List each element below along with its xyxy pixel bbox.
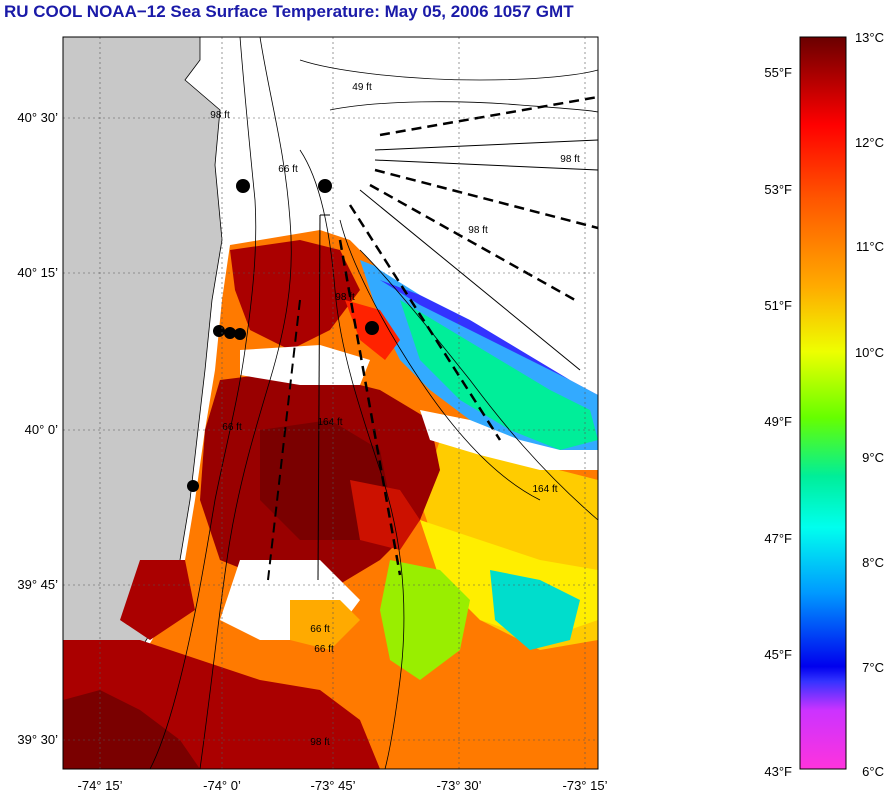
depth-contour-label: 98 ft	[560, 154, 580, 165]
latitude-labels: 39° 30’ 39° 45’ 40° 0’ 40° 15’ 40° 30’	[17, 110, 58, 747]
colorbar-celsius-label: 12°C	[855, 135, 884, 150]
transect-lines	[267, 95, 598, 581]
colorbar-celsius-label: 7°C	[862, 660, 884, 675]
longitude-tick-label: -73° 45’	[311, 778, 356, 793]
colorbar-celsius-label: 6°C	[862, 764, 884, 779]
latitude-tick-label: 40° 30’	[17, 110, 58, 125]
latitude-tick-label: 40° 15’	[17, 265, 58, 280]
colorbar-fahrenheit-label: 51°F	[764, 298, 792, 313]
longitude-tick-label: -73° 15’	[563, 778, 608, 793]
longitude-tick-label: -73° 30’	[437, 778, 482, 793]
depth-contour-label: 66 ft	[314, 644, 334, 655]
colorbar-celsius-labels: 13°C 12°C 11°C 10°C 9°C 8°C 7°C 6°C	[855, 30, 884, 779]
depth-contour-label: 98 ft	[310, 737, 330, 748]
depth-contour-label: 164 ft	[532, 484, 557, 495]
station-marker	[365, 321, 379, 335]
depth-contour-label: 98 ft	[210, 110, 230, 121]
map-title: RU COOL NOAA−12 Sea Surface Temperature:…	[4, 2, 574, 21]
longitude-labels: -74° 15’ -74° 0’ -73° 45’ -73° 30’ -73° 15’	[78, 778, 608, 793]
contour-labels: 49 ft 98 ft 98 ft 66 ft 98 ft 98 ft 164 ft 66 f…	[210, 82, 580, 748]
station-marker	[236, 179, 250, 193]
colorbar-fahrenheit-label: 47°F	[764, 531, 792, 546]
depth-contour-label: 164 ft	[317, 417, 342, 428]
station-marker	[318, 179, 332, 193]
colorbar-celsius-label: 13°C	[855, 30, 884, 45]
station-marker	[234, 328, 246, 340]
station-markers	[187, 179, 379, 492]
colorbar-celsius-label: 8°C	[862, 555, 884, 570]
depth-contour-label: 66 ft	[222, 422, 242, 433]
depth-contour-label: 49 ft	[352, 82, 372, 93]
colorbar-fahrenheit-label: 49°F	[764, 414, 792, 429]
colorbar-fahrenheit-labels: 55°F 53°F 51°F 49°F 47°F 45°F 43°F	[764, 65, 792, 779]
depth-contour-label: 66 ft	[310, 624, 330, 635]
map-frame	[62, 36, 599, 770]
grid-lines	[63, 37, 598, 769]
colorbar-celsius-label: 9°C	[862, 450, 884, 465]
station-marker	[213, 325, 225, 337]
longitude-tick-label: -74° 0’	[203, 778, 241, 793]
colorbar-fahrenheit-label: 45°F	[764, 647, 792, 662]
latitude-tick-label: 39° 45’	[17, 577, 58, 592]
depth-contour-label: 66 ft	[278, 164, 298, 175]
colorbar-celsius-label: 11°C	[856, 239, 884, 254]
colorbar-fahrenheit-label: 53°F	[764, 182, 792, 197]
colorbar: 13°C 12°C 11°C 10°C 9°C 8°C 7°C 6°C 55°F 53°F 51°…	[764, 30, 884, 779]
depth-contour-label: 98 ft	[468, 225, 488, 236]
depth-contour-label: 98 ft	[335, 292, 355, 303]
latitude-tick-label: 39° 30’	[17, 732, 58, 747]
station-marker	[187, 480, 199, 492]
station-marker	[224, 327, 236, 339]
no-data-region	[222, 37, 598, 395]
colorbar-celsius-label: 10°C	[855, 345, 884, 360]
latitude-tick-label: 40° 0’	[25, 422, 59, 437]
colorbar-fahrenheit-label: 55°F	[764, 65, 792, 80]
colorbar-gradient	[799, 36, 847, 770]
sst-data-layer	[63, 230, 598, 769]
longitude-tick-label: -74° 15’	[78, 778, 123, 793]
colorbar-fahrenheit-label: 43°F	[764, 764, 792, 779]
map-panel[interactable]: 49 ft 98 ft 98 ft 66 ft 98 ft 98 ft 164 ft 66 f…	[63, 37, 598, 769]
